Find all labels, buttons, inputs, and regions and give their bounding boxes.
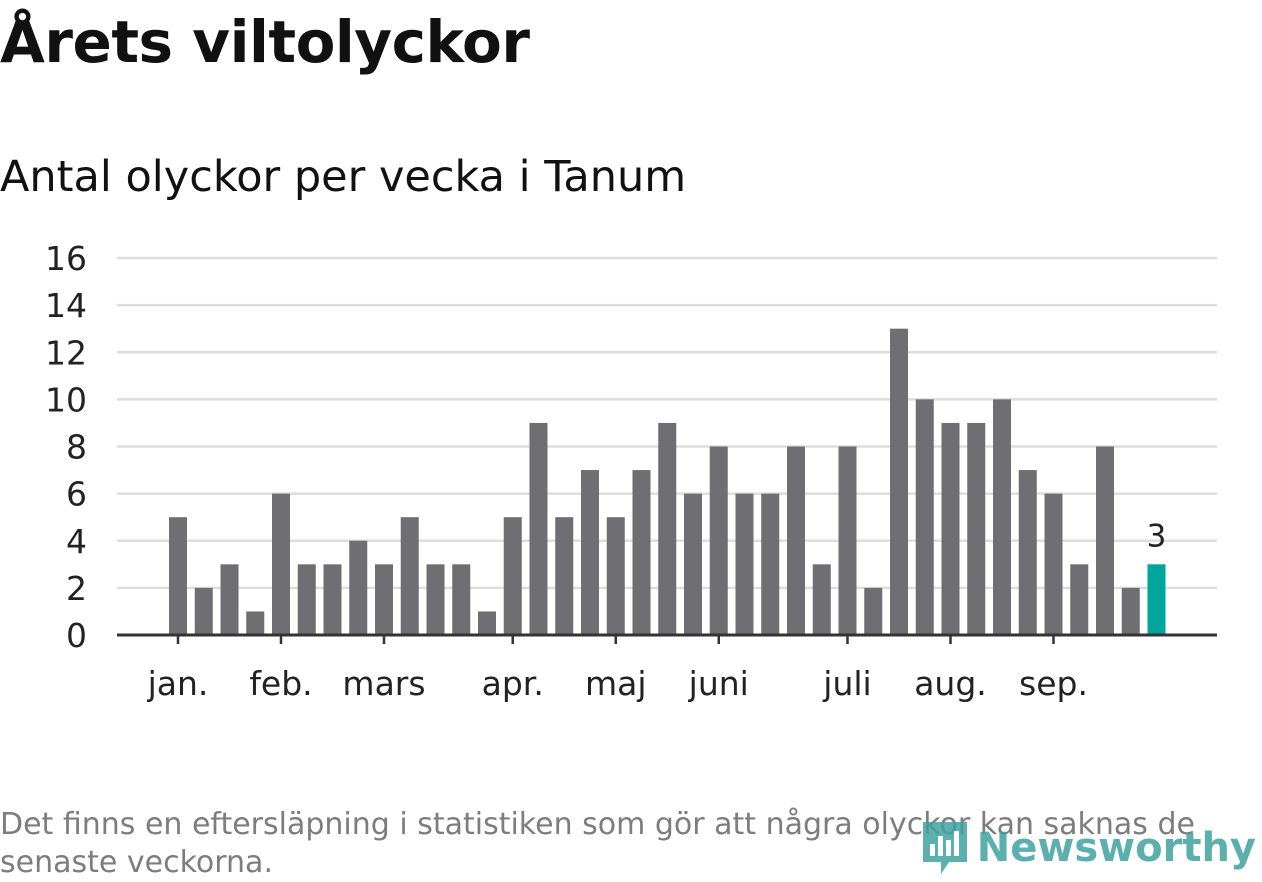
bar [1044,493,1063,635]
bar [761,493,780,635]
y-tick-label: 10 [45,380,87,419]
y-tick-label: 14 [45,286,87,325]
bar [220,564,239,635]
bar [1121,587,1140,635]
y-tick-label: 6 [66,475,87,514]
x-tick-label: juni [688,664,749,703]
footnote: Det finns en eftersläpning i statistiken… [0,807,1195,880]
bar [838,446,857,635]
x-tick-label: apr. [482,664,544,703]
bar [941,422,960,635]
brand-logo: Newsworthy [919,818,1256,878]
bar [684,493,702,635]
bar [658,422,677,635]
bar [632,470,651,635]
bar [349,540,368,635]
bar [1096,446,1114,635]
bar [323,564,342,635]
bar [426,564,445,635]
bar [375,564,393,635]
bar-highlight [1147,564,1166,635]
bar [915,399,934,635]
bar [967,422,986,635]
bar [246,611,265,635]
bar [993,399,1011,635]
bar [1070,564,1089,635]
bar [529,422,548,635]
x-tick-label: juli [822,664,871,703]
y-tick-label: 12 [45,333,87,372]
bars [169,328,1166,635]
data-labels: 3 [1147,518,1167,554]
bar [890,328,908,635]
brand-name: Newsworthy [976,825,1256,871]
bar [709,446,728,635]
bar [503,517,522,635]
x-tick-label: mars [342,664,425,703]
y-axis-ticks: 0 2 4 6 8 10 12 14 16 [45,239,87,655]
x-tick-label: sep. [1019,664,1088,703]
bar [812,564,831,635]
bar [169,517,187,635]
bar [581,470,599,635]
bar [1018,470,1037,635]
y-tick-label: 0 [66,616,87,655]
x-axis-ticks: jan. feb. mars apr. maj juni juli aug. sep. [147,635,1088,703]
x-tick-label: jan. [147,664,209,703]
bar [735,493,754,635]
x-tick-label: maj [585,664,647,703]
chart-subtitle: Antal olyckor per vecka i Tanum [0,152,687,202]
bar [194,587,213,635]
bar [555,517,574,635]
bar [272,493,290,635]
bar-chart: 0 2 4 6 8 10 12 14 16 jan. feb. mars apr. maj juni jul… [45,239,1217,703]
bar [478,611,496,635]
bar [787,446,805,635]
newsworthy-logo-icon [922,822,967,874]
bar [297,564,316,635]
y-tick-label: 8 [66,428,87,467]
chart-title: Årets viltolyckor [0,8,530,76]
y-tick-label: 16 [45,239,87,278]
bar [864,587,883,635]
x-tick-label: aug. [914,664,987,703]
x-tick-label: feb. [249,664,312,703]
y-tick-label: 4 [66,522,87,561]
bar [452,564,471,635]
data-label: 3 [1147,518,1167,554]
y-tick-label: 2 [66,569,87,608]
bar [606,517,625,635]
bar [400,517,419,635]
